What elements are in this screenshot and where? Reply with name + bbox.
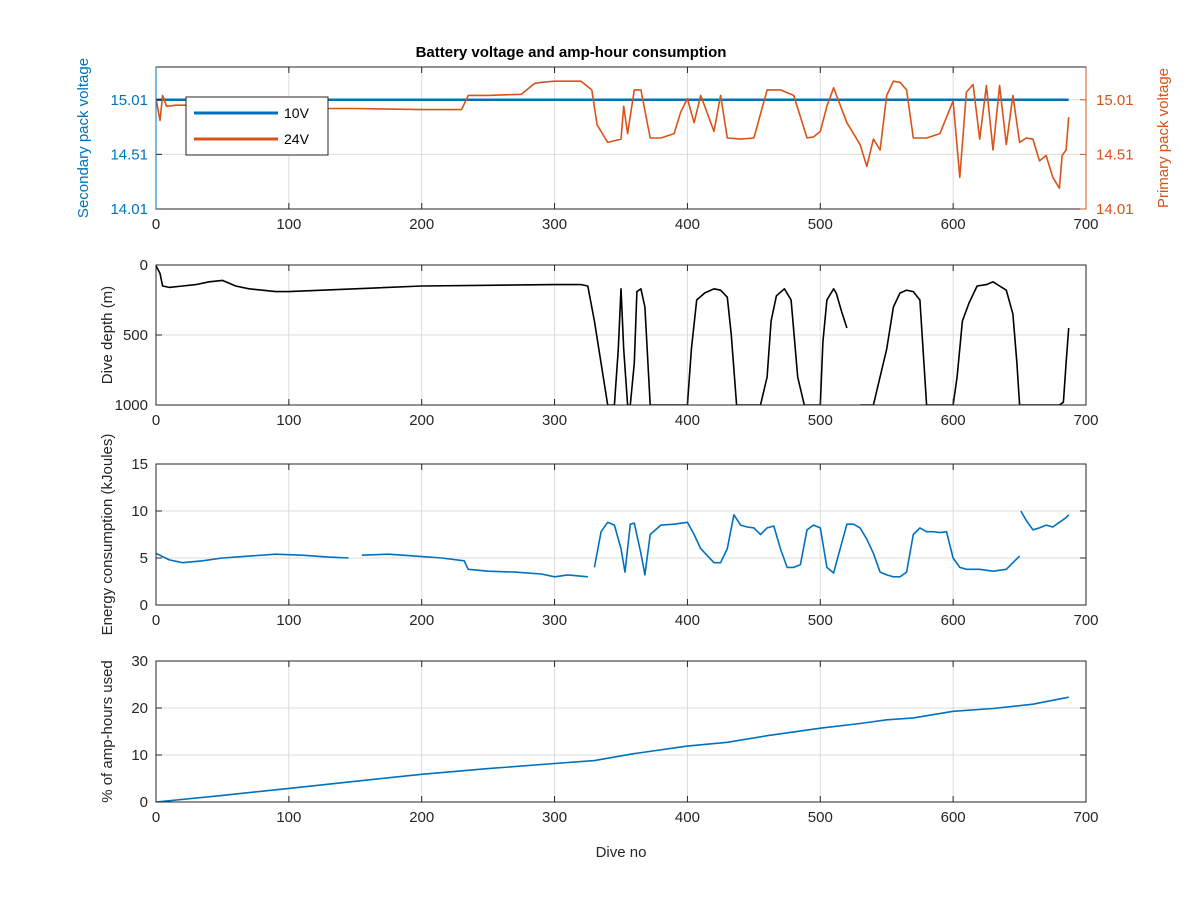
- x-tick-label: 400: [675, 809, 700, 826]
- x-tick-label: 200: [409, 809, 434, 826]
- x-tick-label: 600: [941, 412, 966, 429]
- y-tick-label-right: 14.51: [1096, 146, 1134, 163]
- x-tick-label: 400: [675, 612, 700, 629]
- x-tick-label: 100: [276, 216, 301, 233]
- x-tick-label: 600: [941, 809, 966, 826]
- x-tick-label: 300: [542, 412, 567, 429]
- series-line-depth-seg1: [860, 280, 1070, 405]
- y-axis-label: Energy consumption (kJoules): [99, 434, 116, 636]
- x-tick-label: 200: [409, 412, 434, 429]
- x-tick-label: 500: [808, 216, 833, 233]
- axis-box: [155, 463, 1087, 606]
- x-tick-label: 100: [276, 809, 301, 826]
- plot-area: [156, 464, 1086, 605]
- series-line-energy-seg3: [1020, 510, 1070, 531]
- y-axis-label: Dive depth (m): [99, 286, 116, 384]
- x-tick-label: 700: [1073, 412, 1098, 429]
- y-axis-label-left: Secondary pack voltage: [75, 58, 92, 218]
- y-tick-label: 15.01: [110, 92, 148, 109]
- x-tick-label: 600: [941, 612, 966, 629]
- y-tick-label: 0: [140, 597, 148, 614]
- y-axis-label: % of amp-hours used: [99, 660, 116, 803]
- y-tick-label-right: 15.01: [1096, 92, 1134, 109]
- y-axis-label-right: Primary pack voltage: [1155, 68, 1172, 208]
- x-tick-label: 300: [542, 612, 567, 629]
- x-tick-label: 500: [808, 412, 833, 429]
- data-layer: [156, 696, 1069, 802]
- x-tick-label: 100: [276, 612, 301, 629]
- x-tick-label: 700: [1073, 809, 1098, 826]
- y-tick-label: 30: [131, 653, 148, 670]
- y-tick-label: 0: [140, 794, 148, 811]
- x-tick-label: 700: [1073, 216, 1098, 233]
- x-tick-label: 0: [152, 216, 160, 233]
- plot-area: [156, 661, 1086, 802]
- series-line-24V-seg0: [156, 80, 1070, 189]
- x-tick-label: 200: [409, 612, 434, 629]
- series-line-energy-seg1: [361, 553, 588, 578]
- panel-amphours: 0 100 200 300 400 500 600 700 0 10 20 30 % of amp-ho…: [99, 653, 1099, 861]
- y-tick-label: 1000: [115, 397, 148, 414]
- x-tick-label: 500: [808, 612, 833, 629]
- data-layer: [156, 265, 1070, 405]
- chart-title: Battery voltage and amp-hour consumption: [416, 44, 727, 61]
- x-tick-label: 600: [941, 216, 966, 233]
- x-tick-label: 200: [409, 216, 434, 233]
- x-tick-label: 0: [152, 809, 160, 826]
- axis-box: [155, 660, 1087, 803]
- x-tick-label: 300: [542, 216, 567, 233]
- x-tick-label: 500: [808, 809, 833, 826]
- x-axis-label: Dive no: [596, 844, 647, 861]
- x-tick-label: 0: [152, 412, 160, 429]
- x-tick-label: 700: [1073, 612, 1098, 629]
- series-line-depth-seg0: [156, 265, 848, 405]
- y-tick-label: 500: [123, 327, 148, 344]
- legend: 10V 24V: [185, 96, 329, 156]
- y-tick-label-right: 14.01: [1096, 201, 1134, 218]
- y-tick-label: 10: [131, 503, 148, 520]
- x-tick-label: 400: [675, 412, 700, 429]
- series-line-amphours-seg0: [156, 696, 1069, 802]
- y-tick-label: 5: [140, 550, 148, 567]
- y-tick-label: 10: [131, 747, 148, 764]
- series-line-energy-seg2: [593, 513, 1021, 578]
- y-tick-label: 14.01: [110, 201, 148, 218]
- legend-box: [185, 96, 329, 156]
- y-tick-label: 20: [131, 700, 148, 717]
- x-tick-label: 300: [542, 809, 567, 826]
- x-tick-label: 400: [675, 216, 700, 233]
- y-tick-label: 14.51: [110, 146, 148, 163]
- panel-energy: 0 100 200 300 400 500 600 700 0 5 10 15 Energy consu…: [99, 434, 1099, 636]
- y-tick-label: 15: [131, 456, 148, 473]
- panel-depth: 0 100 200 300 400 500 600 700 0 500 1000 Dive depth…: [99, 257, 1099, 429]
- data-layer: [156, 510, 1070, 578]
- y-tick-label: 0: [140, 257, 148, 274]
- series-line-energy-seg0: [156, 552, 349, 564]
- x-tick-label: 100: [276, 412, 301, 429]
- legend-label-10V: 10V: [284, 105, 310, 121]
- legend-label-24V: 24V: [284, 131, 310, 147]
- panel-voltage: 0 100 200 300 400 500 600 70014.0114.5115.0114.…: [75, 44, 1172, 233]
- x-tick-label: 0: [152, 612, 160, 629]
